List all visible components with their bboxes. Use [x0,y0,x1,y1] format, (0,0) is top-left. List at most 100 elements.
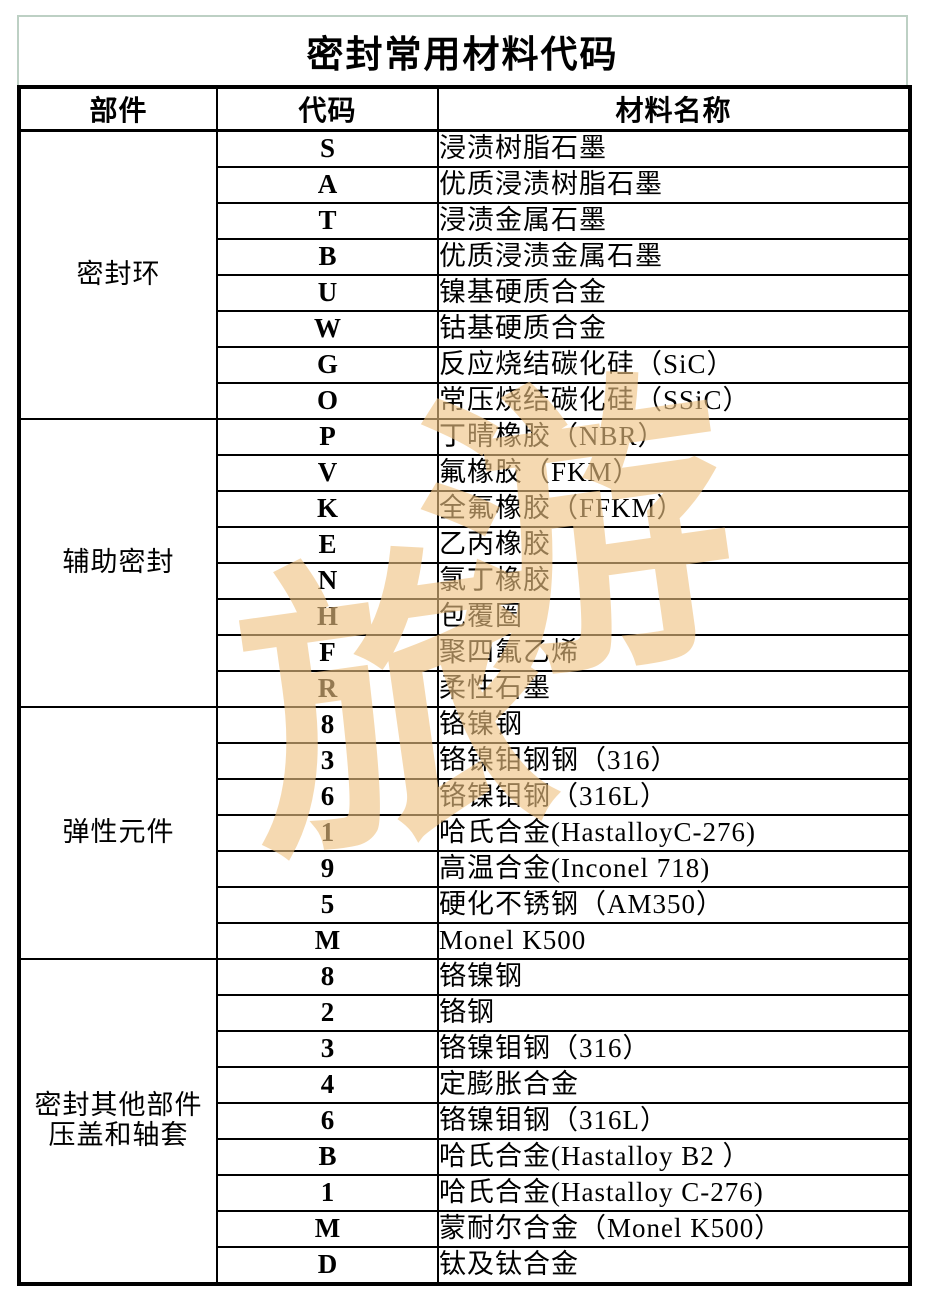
table-row: B 哈氏合金(Hastalloy B2 ） [19,1138,911,1176]
code-cell: N [216,562,439,600]
component-cell-0: 密封环 [18,129,218,420]
code-cell: 1 [216,814,439,852]
code-cell: M [216,922,439,960]
code-cell: R [216,670,439,708]
material-cell: 反应烧结碳化硅（SiC） [437,346,911,384]
material-cell: 聚四氟乙烯 [437,634,911,672]
table-row: 3 铬镍钼钢（316） [19,1030,911,1068]
table-row: 密封环 S 浸渍树脂石墨 [18,129,911,420]
material-cell: 常压烧结碳化硅（SSiC） [437,382,911,420]
table-row: O 常压烧结碳化硅（SSiC） [19,382,911,420]
table-row: V 氟橡胶（FKM） [19,454,911,492]
code-cell: M [216,1210,439,1248]
table-row: N 氯丁橡胶 [19,562,911,600]
code-cell: S [216,129,439,168]
table-row: G 反应烧结碳化硅（SiC） [19,346,911,384]
component-cell-2: 弹性元件 [18,706,218,960]
material-cell: 优质浸渍金属石墨 [437,238,911,276]
table-row: 5 硬化不锈钢（AM350） [19,886,911,924]
material-cell: 镍基硬质合金 [437,274,911,312]
material-cell: 铬镍钼钢（316） [437,1030,911,1068]
code-cell: 8 [216,958,439,996]
material-cell: 铬镍钼钢（316L） [437,1102,911,1140]
table-row: M 蒙耐尔合金（Monel K500） [19,1210,911,1248]
table-row: M Monel K500 [19,922,911,960]
material-cell: 高温合金(Inconel 718) [437,850,911,888]
code-cell: H [216,598,439,636]
table-row: R 柔性石墨 [19,670,911,708]
code-cell: O [216,382,439,420]
material-cell: 柔性石墨 [437,670,911,708]
material-cell: 哈氏合金(Hastalloy C-276) [437,1174,911,1212]
code-cell: U [216,274,439,312]
table-body: 密封环 S 浸渍树脂石墨 A 优质浸渍树脂石墨 T 浸渍金属石墨 B 优质浸渍金属石墨 U 镍基硬质… [18,129,911,1285]
material-cell: 丁晴橡胶（NBR） [437,418,911,456]
material-cell: 哈氏合金(Hastalloy B2 ） [437,1138,911,1176]
table-header-row: 部件 代码 材料名称 [18,86,911,132]
table-row: 1 哈氏合金(HastalloyC-276) [19,814,911,852]
table-row: 6 铬镍钼钢（316L） [19,778,911,816]
header-component: 部件 [18,86,218,132]
page-title: 密封常用材料代码 [17,15,908,85]
material-cell: 全氟橡胶（FFKM） [437,490,911,528]
code-cell: W [216,310,439,348]
code-cell: 6 [216,778,439,816]
material-cell: 铬镍钼钢（316L） [437,778,911,816]
material-cell: 蒙耐尔合金（Monel K500） [437,1210,911,1248]
material-cell: 包覆圈 [437,598,911,636]
table-row: B 优质浸渍金属石墨 [19,238,911,276]
header-material-name: 材料名称 [437,86,911,132]
material-cell: 氟橡胶（FKM） [437,454,911,492]
table-row: 密封其他部件 压盖和轴套 8 铬镍钢 [18,958,911,1285]
component-cell-3: 密封其他部件 压盖和轴套 [18,958,218,1285]
code-cell: G [216,346,439,384]
material-cell: 铬钢 [437,994,911,1032]
code-cell: 5 [216,886,439,924]
table-row: H 包覆圈 [19,598,911,636]
code-cell: 2 [216,994,439,1032]
code-cell: P [216,418,439,456]
material-cell: 浸渍树脂石墨 [437,129,911,168]
code-cell: 1 [216,1174,439,1212]
table-row: T 浸渍金属石墨 [19,202,911,240]
code-cell: 4 [216,1066,439,1104]
material-cell: 氯丁橡胶 [437,562,911,600]
code-cell: 3 [216,742,439,780]
material-cell: 硬化不锈钢（AM350） [437,886,911,924]
document-sheet: 密封常用材料代码 部件 代码 材料名称 密封环 S 浸渍树脂石墨 A 优质浸渍树脂石墨 T… [17,15,912,1286]
material-cell: 浸渍金属石墨 [437,202,911,240]
material-cell: 定膨胀合金 [437,1066,911,1104]
material-cell: 钛及钛合金 [437,1246,911,1285]
table-row: 辅助密封 P 丁晴橡胶（NBR） [18,418,911,708]
material-cell: Monel K500 [437,922,911,960]
code-cell: T [216,202,439,240]
table-row: W 钴基硬质合金 [19,310,911,348]
table-row: 4 定膨胀合金 [19,1066,911,1104]
table-row: 弹性元件 8 铬镍钢 [18,706,911,960]
table-row: 1 哈氏合金(Hastalloy C-276) [19,1174,911,1212]
table-row: 6 铬镍钼钢（316L） [19,1102,911,1140]
code-cell: B [216,238,439,276]
material-cell: 铬镍钼钢钢（316） [437,742,911,780]
code-cell: K [216,490,439,528]
code-cell: E [216,526,439,564]
table-row: 2 铬钢 [19,994,911,1032]
table-row: F 聚四氟乙烯 [19,634,911,672]
code-cell: 3 [216,1030,439,1068]
table-row: 3 铬镍钼钢钢（316） [19,742,911,780]
code-cell: F [216,634,439,672]
table-row: U 镍基硬质合金 [19,274,911,312]
material-code-table: 部件 代码 材料名称 密封环 S 浸渍树脂石墨 A 优质浸渍树脂石墨 T 浸渍金属石墨 B 优质… [17,85,912,1286]
material-cell: 乙丙橡胶 [437,526,911,564]
component-cell-1: 辅助密封 [18,418,218,708]
code-cell: A [216,166,439,204]
material-cell: 铬镍钢 [437,958,911,996]
header-code: 代码 [216,86,439,132]
table-row: E 乙丙橡胶 [19,526,911,564]
material-cell: 优质浸渍树脂石墨 [437,166,911,204]
table-row: 9 高温合金(Inconel 718) [19,850,911,888]
material-cell: 钴基硬质合金 [437,310,911,348]
code-cell: D [216,1246,439,1285]
code-cell: B [216,1138,439,1176]
table-row: A 优质浸渍树脂石墨 [19,166,911,204]
